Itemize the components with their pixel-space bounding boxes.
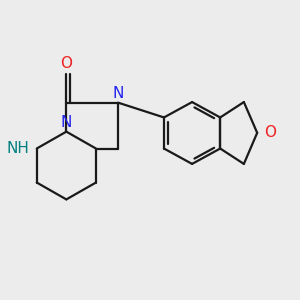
- Text: O: O: [265, 125, 277, 140]
- Text: N: N: [61, 115, 72, 130]
- Text: N: N: [112, 86, 124, 101]
- Text: O: O: [60, 56, 72, 71]
- Text: NH: NH: [7, 141, 29, 156]
